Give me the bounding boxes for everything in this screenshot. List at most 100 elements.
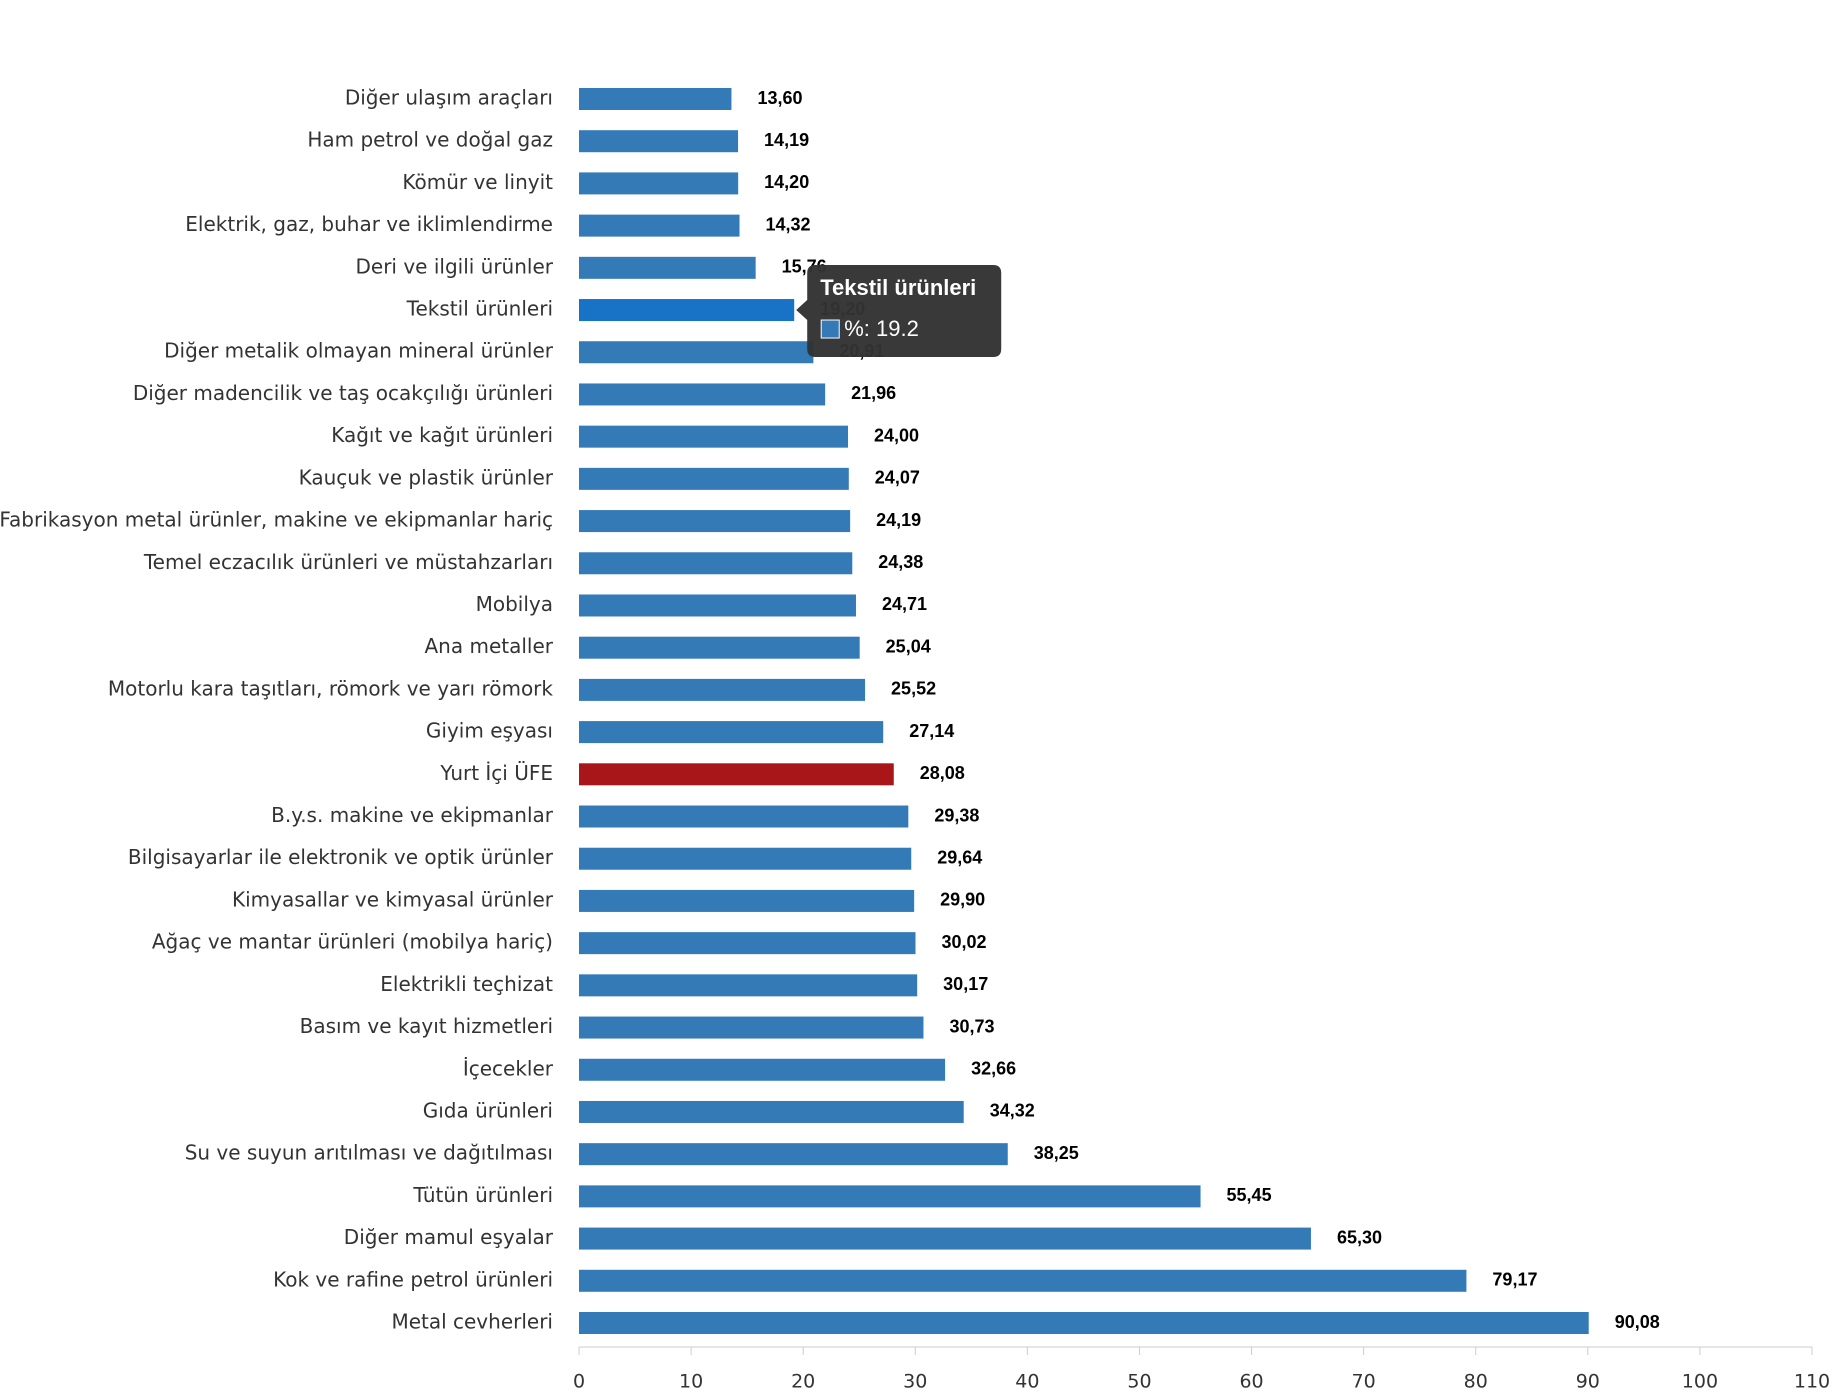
value-label: 29,90: [940, 890, 985, 910]
category-label: Mobilya: [476, 592, 553, 616]
value-label: 24,07: [875, 468, 920, 488]
category-label: Ana metaller: [425, 634, 554, 658]
category-label: Bilgisayarlar ile elektronik ve optik ür…: [128, 845, 554, 869]
bar: [579, 1185, 1201, 1208]
value-label: 27,14: [909, 721, 954, 741]
value-label: 29,64: [937, 847, 982, 867]
category-label: Diğer mamul eşyalar: [344, 1225, 554, 1249]
value-label: 24,19: [876, 510, 921, 530]
category-label: Yurt İçi ÜFE: [439, 761, 553, 785]
x-tick-label: 110: [1794, 1371, 1830, 1393]
value-label: 24,38: [878, 552, 923, 572]
category-label: Kauçuk ve plastik ürünler: [299, 465, 554, 489]
category-label: Tekstil ürünleri: [406, 297, 553, 321]
x-tick-label: 90: [1576, 1371, 1600, 1393]
x-tick-label: 70: [1352, 1371, 1376, 1393]
x-tick-label: 80: [1464, 1371, 1488, 1393]
bar: [579, 510, 851, 533]
bar: [579, 1143, 1008, 1166]
tooltip-text: %: 19.2: [844, 316, 919, 341]
category-label: Temel eczacılık ürünleri ve müstahzarlar…: [143, 550, 553, 574]
x-tick-label: 20: [791, 1371, 815, 1393]
category-label: Diğer ulaşım araçları: [345, 86, 553, 110]
bar: [579, 1016, 924, 1039]
tooltip-title: Tekstil ürünleri: [820, 275, 976, 300]
bar: [579, 467, 849, 490]
bar: [579, 1227, 1311, 1250]
bar: [579, 1058, 946, 1081]
category-label: Kok ve rafine petrol ürünleri: [273, 1267, 553, 1291]
bar: [579, 678, 866, 701]
bar: [579, 721, 884, 744]
bar: [579, 130, 739, 153]
category-label: Metal cevherleri: [391, 1310, 553, 1334]
value-label: 14,19: [764, 130, 809, 150]
value-label: 32,66: [971, 1059, 1016, 1079]
value-label: 65,30: [1337, 1227, 1382, 1247]
category-label: Basım ve kayıt hizmetleri: [300, 1014, 553, 1038]
category-label: B.y.s. makine ve ekipmanlar: [271, 803, 554, 827]
tooltip-box: [796, 265, 1002, 358]
category-label: Kağıt ve kağıt ürünleri: [331, 423, 553, 447]
value-label: 30,02: [941, 932, 986, 952]
category-label: Su ve suyun arıtılması ve dağıtılması: [185, 1141, 553, 1165]
value-label: 30,73: [949, 1016, 994, 1036]
bar: [579, 172, 739, 195]
value-label: 38,25: [1034, 1143, 1079, 1163]
category-label: Diğer metalik olmayan mineral ürünler: [164, 339, 554, 363]
bar: [579, 341, 814, 364]
x-tick-label: 0: [573, 1371, 585, 1393]
category-label: Ham petrol ve doğal gaz: [307, 128, 553, 152]
category-label: Kimyasallar ve kimyasal ürünler: [232, 887, 554, 911]
x-tick-label: 60: [1239, 1371, 1263, 1393]
value-label: 25,52: [891, 679, 936, 699]
bar: [579, 425, 849, 448]
category-label: Elektrik, gaz, buhar ve iklimlendirme: [185, 212, 553, 236]
category-label: Giyim eşyası: [426, 719, 553, 743]
bar: [579, 594, 856, 617]
bar: [579, 383, 826, 406]
bar: [579, 636, 860, 659]
bar: [579, 299, 795, 322]
value-label: 79,17: [1492, 1270, 1537, 1290]
bar: [579, 214, 740, 237]
x-tick-label: 50: [1127, 1371, 1151, 1393]
bar: [579, 552, 853, 575]
category-label: Ağaç ve mantar ürünleri (mobilya hariç): [152, 930, 553, 954]
value-label: 24,00: [874, 425, 919, 445]
value-label: 14,20: [764, 172, 809, 192]
category-label: Gıda ürünleri: [423, 1098, 553, 1122]
tooltip-swatch: [820, 319, 840, 339]
bar: [579, 847, 912, 870]
value-label: 13,60: [757, 88, 802, 108]
bar: [579, 1100, 964, 1123]
category-label: İçecekler: [463, 1056, 554, 1080]
category-label: Tütün ürünleri: [412, 1183, 553, 1207]
x-tick-label: 100: [1682, 1371, 1718, 1393]
bar: [579, 889, 915, 912]
bar: [579, 1312, 1589, 1334]
bar: [579, 88, 732, 110]
value-label: 21,96: [851, 383, 896, 403]
bar: [579, 805, 909, 828]
value-label: 25,04: [886, 636, 931, 656]
tooltip: Tekstil ürünleri %: 19.2: [796, 265, 1002, 358]
category-label: Deri ve ilgili ürünler: [355, 254, 553, 278]
bar: [579, 256, 756, 279]
value-label: 24,71: [882, 594, 927, 614]
value-label: 30,17: [943, 974, 988, 994]
category-label: Elektrikli teçhizat: [380, 972, 553, 996]
x-tick-label: 30: [903, 1371, 927, 1393]
value-label: 55,45: [1227, 1185, 1272, 1205]
value-label: 90,08: [1615, 1312, 1660, 1332]
value-label: 34,32: [990, 1101, 1035, 1121]
category-label: Motorlu kara taşıtları, römork ve yarı r…: [108, 676, 554, 700]
bar: [579, 763, 894, 786]
x-tick-label: 10: [679, 1371, 703, 1393]
bar: [579, 1269, 1467, 1292]
x-tick-label: 40: [1015, 1371, 1039, 1393]
value-label: 29,38: [934, 805, 979, 825]
value-label: 14,32: [766, 214, 811, 234]
category-label: Fabrikasyon metal ürünler, makine ve eki…: [0, 508, 553, 532]
